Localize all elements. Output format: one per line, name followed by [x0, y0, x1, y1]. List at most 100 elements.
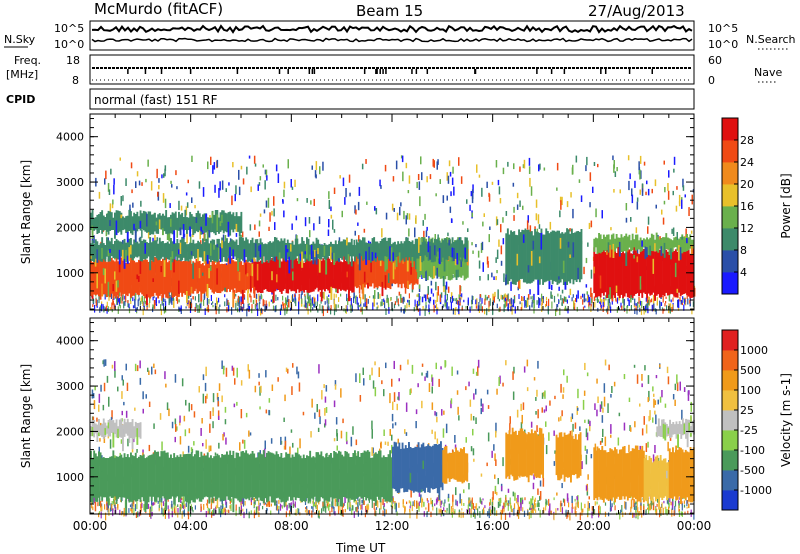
- scatter-point: [374, 290, 376, 299]
- echo-cell: [314, 457, 316, 497]
- clutter-point: [223, 508, 225, 514]
- clutter-point: [142, 307, 144, 316]
- clutter-point: [671, 508, 673, 517]
- echo-cell: [248, 243, 251, 262]
- echo-cell: [678, 447, 681, 497]
- echo-cell: [326, 244, 329, 259]
- scatter-point: [175, 424, 177, 432]
- scatter-point: [311, 398, 313, 408]
- scatter-point: [410, 388, 412, 394]
- clutter-point: [481, 501, 483, 505]
- scatter-point: [535, 199, 538, 208]
- clutter-point: [496, 303, 498, 309]
- echo-cell: [158, 219, 161, 229]
- echo-cell: [620, 449, 623, 500]
- clutter-point: [580, 295, 582, 300]
- echo-cell: [120, 257, 123, 297]
- scatter-point: [549, 503, 551, 514]
- scatter-point: [513, 366, 515, 374]
- echo-cell: [278, 456, 281, 500]
- clutter-point: [679, 497, 681, 500]
- echo-cell: [136, 274, 139, 280]
- scatter-point: [682, 178, 684, 188]
- echo-cell: [426, 241, 429, 281]
- scatter-point: [202, 374, 205, 381]
- scatter-point: [355, 209, 357, 215]
- scatter-point: [449, 206, 452, 213]
- echo-cell: [379, 241, 382, 261]
- scatter-point: [436, 497, 439, 503]
- echo-cell: [578, 468, 580, 472]
- clutter-point: [165, 300, 167, 307]
- echo-cell: [555, 456, 558, 466]
- scatter-point: [373, 297, 375, 307]
- echo-cell: [381, 248, 384, 286]
- scatter-point: [225, 437, 227, 445]
- clutter-point: [275, 294, 277, 301]
- clutter-point: [452, 298, 454, 302]
- scatter-point: [652, 417, 654, 423]
- scatter-point: [553, 461, 556, 466]
- scatter-point: [583, 266, 585, 275]
- scatter-point: [176, 186, 178, 190]
- scatter-point: [561, 483, 563, 489]
- clutter-point: [312, 499, 314, 507]
- scatter-point: [176, 426, 178, 431]
- echo-cell: [182, 454, 185, 497]
- scatter-point: [209, 423, 211, 433]
- echo-cell: [623, 235, 626, 252]
- echo-cell: [668, 448, 671, 499]
- clutter-point: [647, 507, 649, 510]
- echo-cell: [397, 241, 400, 257]
- echo-cell: [679, 247, 682, 260]
- clutter-point: [364, 512, 366, 518]
- clutter-point: [290, 502, 292, 507]
- echo-cell: [208, 457, 211, 502]
- clutter-point: [416, 512, 418, 519]
- echo-cell: [91, 209, 94, 234]
- scatter-point: [411, 364, 414, 374]
- noise-sky-trace: [91, 24, 693, 34]
- echo-cell: [112, 249, 115, 254]
- echo-cell: [186, 217, 188, 234]
- clutter-point: [268, 301, 270, 307]
- scatter-point: [246, 166, 248, 175]
- echo-cell: [371, 478, 374, 485]
- clutter-point: [361, 504, 363, 510]
- scatter-point: [444, 360, 446, 368]
- clutter-point: [155, 304, 158, 306]
- clutter-point: [101, 301, 103, 306]
- clutter-point: [105, 512, 107, 521]
- scatter-point: [283, 210, 285, 218]
- scatter-point: [571, 413, 574, 420]
- echo-cell: [131, 275, 134, 285]
- echo-cell: [110, 237, 113, 257]
- clutter-point: [652, 498, 654, 503]
- clutter-point: [102, 304, 104, 309]
- echo-cell: [109, 249, 112, 253]
- scatter-point: [654, 445, 656, 454]
- echo-cell: [138, 275, 140, 282]
- scatter-point: [420, 156, 422, 165]
- scatter-point: [611, 386, 613, 393]
- echo-cell: [363, 271, 366, 283]
- clutter-point: [454, 307, 456, 315]
- echo-cell: [671, 240, 674, 253]
- scatter-point: [522, 164, 525, 169]
- scatter-point: [536, 228, 539, 233]
- scatter-point: [296, 198, 299, 202]
- echo-cell: [344, 239, 347, 260]
- echo-cell: [689, 253, 692, 299]
- clutter-point: [230, 504, 232, 511]
- clutter-point: [104, 504, 106, 510]
- echo-cell: [508, 430, 511, 480]
- echo-cell: [253, 453, 256, 498]
- echo-cell: [610, 249, 613, 298]
- echo-cell: [598, 278, 600, 295]
- echo-cell: [692, 247, 695, 298]
- echo-cell: [445, 238, 448, 260]
- echo-cell: [258, 243, 260, 261]
- echo-cell: [374, 452, 377, 502]
- scatter-point: [634, 180, 636, 188]
- clutter-point: [460, 511, 462, 519]
